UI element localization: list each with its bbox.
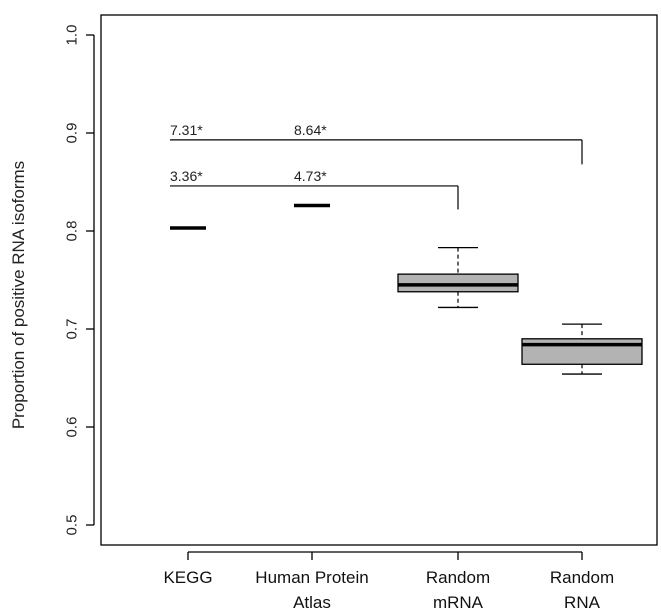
y-axis: 0.5 0.6 0.7 0.8 0.9 1.0 (64, 25, 95, 536)
box (521, 338, 643, 365)
y-axis-label: Proportion of positive RNA isoforms (9, 161, 28, 429)
x-axis: KEGG Human Protein Atlas Random mRNA Random RN… (163, 551, 614, 612)
y-tick-label: 0.8 (64, 221, 81, 242)
significance-label: 4.73* (294, 168, 327, 184)
x-tick-label-line2: mRNA (433, 593, 484, 612)
x-tick-label: KEGG (163, 568, 212, 587)
data-marks (170, 203, 643, 375)
x-tick-label-line2: Atlas (293, 593, 331, 612)
y-tick-label: 0.5 (64, 515, 81, 536)
x-tick-label: Human Protein (255, 568, 368, 587)
x-tick-label: Random (426, 568, 490, 587)
plot-frame (100, 14, 658, 546)
box (397, 273, 519, 293)
significance-label: 8.64* (294, 122, 327, 138)
significance-label: 3.36* (170, 168, 203, 184)
y-tick-label: 0.7 (64, 319, 81, 340)
significance-label: 7.31* (170, 122, 203, 138)
y-tick-label: 0.6 (64, 417, 81, 438)
y-tick-label: 0.9 (64, 123, 81, 144)
y-tick-label: 1.0 (64, 25, 81, 46)
significance-annotations: 7.31* 8.64* 3.36* 4.73* (170, 122, 583, 210)
x-tick-label: Random (550, 568, 614, 587)
x-tick-label-line2: RNA (564, 593, 601, 612)
